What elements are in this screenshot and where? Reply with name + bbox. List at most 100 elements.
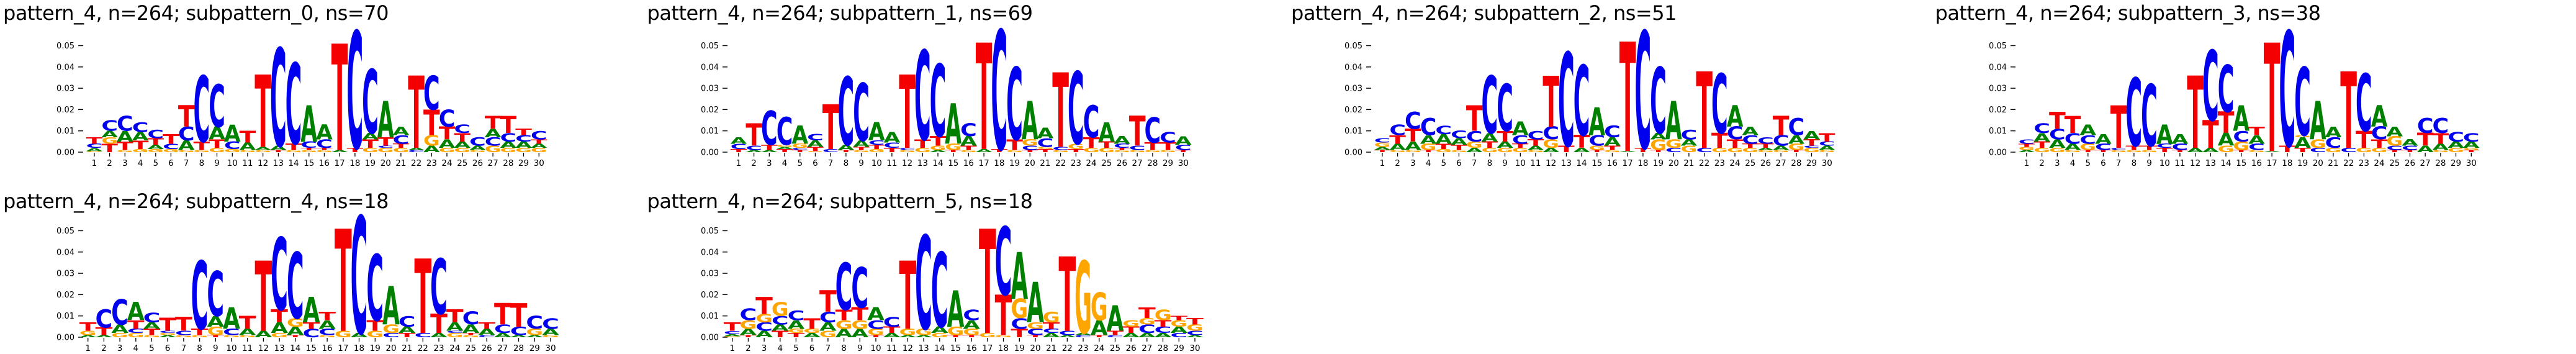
x-tick-label: 15 — [304, 158, 314, 168]
logo-letter-T: T — [207, 335, 225, 338]
logo-letter-C: C — [223, 327, 240, 338]
x-tick-label: 1 — [85, 343, 91, 353]
logo-letter-G: G — [899, 150, 916, 153]
logo-letter-C: C — [807, 132, 824, 143]
logo-letter-C: C — [868, 139, 885, 146]
x-tick-label: 10 — [226, 343, 236, 353]
x-tick-label: 13 — [274, 343, 285, 353]
logo-letter-G: G — [209, 147, 225, 153]
x-tick-label: 27 — [1776, 158, 1786, 168]
logo-letter-T: T — [1757, 142, 1774, 149]
logo-letter-G: G — [755, 312, 773, 325]
logo-letter-A: A — [2371, 100, 2387, 134]
x-tick-label: 8 — [199, 158, 205, 168]
logo-letter-T: T — [270, 150, 287, 153]
logo-letter-T: T — [303, 320, 321, 331]
logo-letter-G: G — [1114, 150, 1130, 153]
logo-letter-G: G — [446, 332, 464, 338]
logo-letter-G: G — [1435, 148, 1452, 153]
logo-letter-G: G — [1727, 147, 1744, 153]
logo-letter-C: C — [991, 0, 1007, 188]
logo-letter-G: G — [914, 147, 931, 153]
logo-letter-T: T — [2263, 14, 2280, 187]
x-tick-label: 20 — [385, 343, 396, 353]
logo-letter-T: T — [362, 137, 379, 151]
x-tick-label: 28 — [1157, 343, 1168, 353]
logo-letter-C: C — [399, 313, 416, 330]
logo-letter-C: C — [2432, 115, 2449, 138]
logo-letter-G: G — [111, 332, 128, 338]
logo-letter-G: G — [2325, 147, 2341, 153]
x-tick-label: 26 — [1125, 343, 1136, 353]
logo-letter-A: A — [1011, 240, 1028, 314]
x-tick-label: 24 — [449, 343, 460, 353]
logo-letter-C: C — [143, 311, 161, 325]
logo-letter-A: A — [2386, 124, 2403, 140]
logo-letter-T: T — [2217, 106, 2234, 140]
x-tick-label: 9 — [1502, 158, 1508, 168]
logo-subplot-1: pattern_4, n=264; subpattern_1, ns=69 0.0… — [644, 0, 1288, 188]
logo-letter-A: A — [287, 325, 304, 338]
logo-letter-G: G — [1186, 323, 1204, 334]
logo-letter-A: A — [101, 129, 119, 140]
logo-letter-G: G — [194, 150, 210, 153]
x-tick-label: 17 — [1623, 158, 1633, 168]
logo-letter-C: C — [2171, 142, 2188, 152]
logo-letter-A: A — [945, 93, 961, 157]
x-tick-label: 8 — [843, 158, 849, 168]
logo-letter-C: C — [191, 242, 209, 351]
x-tick-label: 30 — [2466, 158, 2476, 168]
y-tick-label: 0.02 — [701, 106, 719, 115]
logo-letter-T: T — [2156, 147, 2173, 153]
logo-letter-A: A — [929, 150, 946, 153]
logo-letter-T: T — [331, 15, 348, 185]
logo-letter-G: G — [423, 133, 440, 150]
x-tick-label: 30 — [1822, 158, 1832, 168]
logo-letter-A: A — [1604, 135, 1621, 149]
x-tick-label: 27 — [488, 158, 498, 168]
logo-letter-T: T — [1773, 112, 1790, 142]
logo-letter-C: C — [117, 112, 133, 136]
logo-letter-T: T — [494, 298, 511, 332]
logo-letter-G: G — [1451, 150, 1467, 153]
logo-letter-G: G — [1681, 144, 1698, 155]
logo-letter-C: C — [1604, 122, 1621, 141]
logo-letter-C: C — [2141, 67, 2158, 166]
logo-letter-C: C — [1497, 72, 1513, 146]
x-tick-label: 18 — [994, 158, 1004, 168]
logo-letter-G: G — [286, 150, 302, 153]
logo-letter-C: C — [494, 322, 511, 336]
logo-letter-C: C — [776, 111, 793, 155]
logo-letter-G: G — [1090, 286, 1107, 330]
logo-letter-A: A — [526, 335, 543, 338]
x-tick-label: 30 — [545, 343, 556, 353]
logo-letter-C: C — [1757, 135, 1774, 146]
logo-letter-T: T — [240, 128, 257, 147]
logo-letter-T: T — [1619, 11, 1636, 186]
y-tick-label: 0.02 — [1989, 106, 2007, 115]
logo-letter-T: T — [929, 134, 946, 150]
logo-letter-G: G — [945, 142, 961, 152]
logo-subplot-0: pattern_4, n=264; subpattern_0, ns=70 0.0… — [0, 0, 644, 186]
logo-letter-T: T — [462, 332, 480, 335]
logo-letter-C: C — [915, 211, 932, 354]
x-tick-label: 26 — [482, 343, 492, 353]
logo-letter-A: A — [111, 322, 128, 336]
x-tick-label: 27 — [497, 343, 508, 353]
x-tick-label: 26 — [1760, 158, 1771, 168]
x-tick-label: 2 — [751, 158, 757, 168]
logo-letter-C: C — [739, 306, 757, 324]
logo-letter-G: G — [1542, 137, 1559, 151]
logo-letter-T: T — [2049, 107, 2066, 135]
y-tick-label: 0.04 — [1989, 63, 2007, 72]
x-tick-label: 23 — [1078, 343, 1088, 353]
logo-letter-G: G — [207, 325, 224, 338]
logo-letter-T: T — [423, 103, 440, 144]
logo-letter-G: G — [1052, 150, 1069, 153]
logo-letter-A: A — [837, 143, 854, 152]
y-axis-ticks: 0.00 0.01 0.02 0.03 0.04 0.05 — [701, 42, 727, 158]
logo-letter-C: C — [347, 0, 364, 186]
logo-letter-G: G — [393, 147, 410, 153]
logo-letter-C: C — [1174, 143, 1191, 152]
y-tick-label: 0.03 — [1344, 84, 1362, 94]
